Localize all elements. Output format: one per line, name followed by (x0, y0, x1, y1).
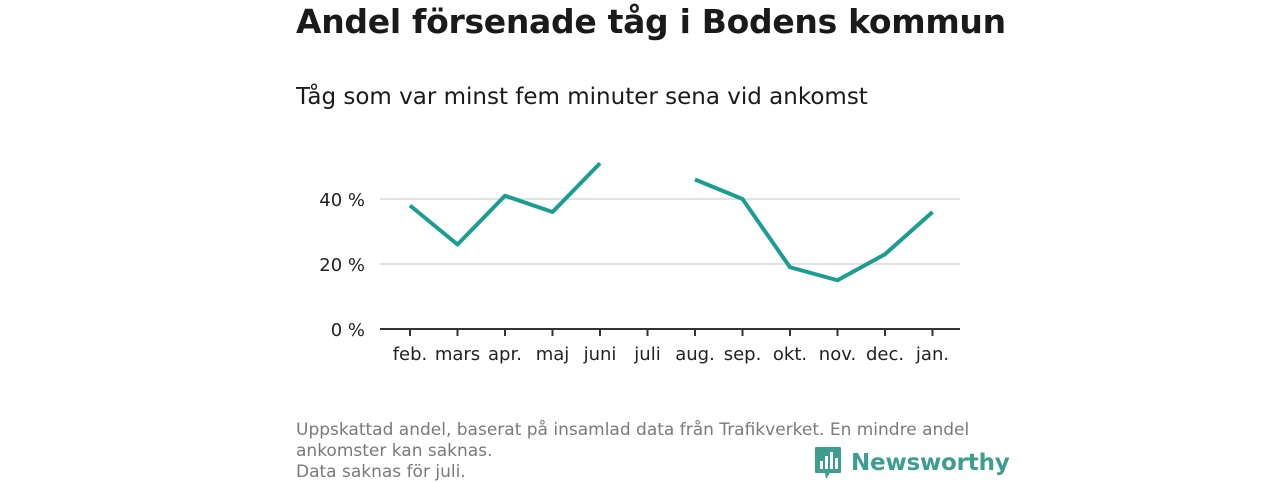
x-tick-label-2: apr. (488, 344, 522, 365)
x-tick-labels: feb. mars apr. maj juni juli aug. sep. okt. nov. d… (393, 344, 949, 365)
series-0-point-9 (836, 278, 840, 282)
footnote-line-2: ankomster kan saknas. (296, 441, 493, 461)
x-tick-label-1: mars (435, 344, 480, 365)
series-0-point-8 (788, 265, 792, 269)
footnote-line-3: Data saknas för juli. (296, 462, 466, 482)
x-tick-label-4: juni (583, 344, 617, 365)
footnote: Uppskattad andel, baserat på insamlad da… (296, 420, 986, 483)
x-axis (380, 328, 960, 336)
gridlines (380, 198, 960, 265)
x-tick-label-10: dec. (866, 344, 904, 365)
x-tick-label-11: jan. (915, 344, 949, 365)
line-chart: 0 % 20 % 40 % feb. mars apr. maj juni juli aug. s… (319, 161, 960, 365)
series-0-point-1 (456, 243, 460, 247)
series-lines (408, 161, 935, 283)
chart-subtitle: Tåg som var minst fem minuter sena vid a… (296, 84, 868, 110)
y-tick-labels: 0 % 20 % 40 % (319, 190, 365, 341)
x-tick-label-8: okt. (773, 344, 807, 365)
series-0-point-2 (503, 194, 507, 198)
x-tick-label-0: feb. (393, 344, 428, 365)
footnote-line-1: Uppskattad andel, baserat på insamlad da… (296, 420, 970, 440)
series-0-point-11 (931, 210, 935, 214)
series-0-segment-0 (408, 161, 602, 247)
series-0-point-4 (598, 161, 602, 165)
y-tick-label-2: 40 % (319, 190, 365, 211)
x-tick-label-3: maj (536, 344, 570, 365)
y-tick-label-0: 0 % (331, 320, 365, 341)
series-0-point-6 (693, 178, 697, 182)
series-0-segment-1 (694, 177, 934, 283)
chart-title: Andel försenade tåg i Bodens kommun (296, 2, 1006, 41)
x-tick-label-6: aug. (675, 344, 715, 365)
newsworthy-bar-chart-icon (815, 447, 841, 479)
y-tick-label-1: 20 % (319, 255, 365, 276)
x-tick-label-5: juli (633, 344, 660, 365)
x-tick-label-9: nov. (819, 344, 856, 365)
series-0-point-10 (883, 252, 887, 256)
newsworthy-logo: Newsworthy (814, 445, 1010, 481)
x-tick-label-7: sep. (724, 344, 762, 365)
newsworthy-logo-text: Newsworthy (851, 450, 1010, 476)
series-0-point-7 (741, 197, 745, 201)
series-0-point-0 (408, 204, 412, 208)
series-0-point-3 (551, 210, 555, 214)
